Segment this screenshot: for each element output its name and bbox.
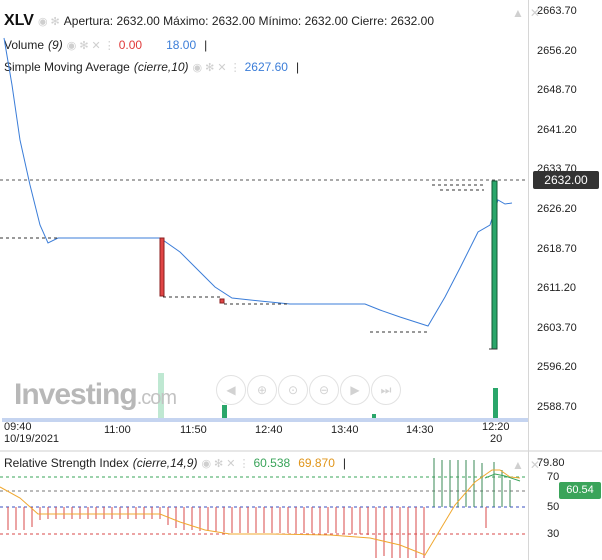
rsi-histogram-up <box>433 458 511 507</box>
eye-icon[interactable]: ◉ <box>37 15 48 28</box>
price-tick: 2618.70 <box>537 243 577 255</box>
volume-bar <box>158 373 164 418</box>
rsi-value-1: 60.538 <box>253 456 291 470</box>
arrow-right-end-icon[interactable]: ⏭ <box>371 375 401 405</box>
rsi-value-2: 69.870 <box>298 456 335 470</box>
volume-bar <box>493 388 498 418</box>
gear-icon[interactable]: ✻ <box>214 457 224 470</box>
eye-icon[interactable]: ◉ <box>66 39 77 52</box>
symbol-label: XLV <box>4 12 34 29</box>
chart-window-controls: ▲ ✕ <box>512 6 540 20</box>
price-series-line <box>3 37 513 327</box>
time-tick: 11:50 <box>180 424 207 436</box>
arrow-left-icon[interactable]: ◀ <box>216 375 246 405</box>
rsi-tick: 50 <box>547 501 560 513</box>
price-tick: 2588.70 <box>537 401 577 413</box>
price-tick: 2611.20 <box>537 282 576 294</box>
volume-value-blue: 18.00 <box>166 38 197 52</box>
rsi-current-tag: 60.54 <box>559 482 601 499</box>
rsi-tick: 30 <box>547 528 560 540</box>
rsi-controls: ◉ ✻ ✕ ⋮ <box>201 457 249 470</box>
time-tick: 09:40 <box>4 421 32 433</box>
volume-label: Volume <box>4 38 45 52</box>
volume-controls: ◉ ✻ ✕ ⋮ <box>67 39 115 52</box>
sma-value: 2627.60 <box>244 60 288 74</box>
close-icon[interactable]: ✕ <box>91 39 101 52</box>
zoom-out-icon[interactable]: ⊖ <box>309 375 339 405</box>
price-tick: 2648.70 <box>537 84 577 96</box>
date-label: 20 <box>490 433 503 445</box>
sma-legend: Simple Moving Average (cierre,10) ◉ ✻ ✕ … <box>4 60 299 74</box>
rsi-param: (cierre,14,9) <box>132 456 198 470</box>
price-tick: 2656.20 <box>537 45 577 57</box>
price-tick: 2626.20 <box>537 203 577 215</box>
rsi-legend: Relative Strength Index (cierre,14,9) ◉ … <box>4 456 346 470</box>
gear-icon[interactable]: ✻ <box>50 15 60 28</box>
close-icon[interactable]: ✕ <box>529 6 540 20</box>
rsi-label: Relative Strength Index <box>4 456 129 470</box>
price-tick: 2641.20 <box>537 124 577 136</box>
alert-icon[interactable]: ▲ <box>512 6 524 20</box>
volume-baseline <box>2 418 528 422</box>
rsi-line <box>0 469 521 556</box>
time-tick: 12:20 <box>482 421 510 433</box>
price-tick: 2663.70 <box>537 5 577 17</box>
rsi-window-controls: ▲ ✕ <box>512 458 540 472</box>
rsi-histogram-down <box>7 507 487 558</box>
candle-up <box>491 180 498 350</box>
volume-bar <box>222 405 227 418</box>
volume-param: (9) <box>48 38 63 52</box>
rsi-signal-line <box>484 473 521 482</box>
time-tick: 12:40 <box>255 424 283 436</box>
price-tick: 2596.20 <box>537 361 577 373</box>
volume-separator: | <box>204 38 208 52</box>
investing-watermark: Investing.com <box>14 378 177 412</box>
volume-value-red: 0.00 <box>118 38 143 52</box>
volume-bar <box>372 414 376 418</box>
time-tick: 14:30 <box>406 424 434 436</box>
sma-label: Simple Moving Average <box>4 60 130 74</box>
alert-icon[interactable]: ▲ <box>512 458 524 472</box>
time-tick: 11:00 <box>104 424 131 436</box>
price-tick: 2603.70 <box>537 322 577 334</box>
rsi-separator: | <box>342 456 347 470</box>
gear-icon[interactable]: ✻ <box>79 39 89 52</box>
gear-icon[interactable]: ✻ <box>205 61 215 74</box>
candle-small <box>219 298 225 304</box>
ohlc-values: Apertura: 2632.00 Máximo: 2632.00 Mínimo… <box>63 14 434 28</box>
volume-legend: Volume (9) ◉ ✻ ✕ ⋮ 0.00 18.00 | <box>4 38 207 52</box>
sma-param: (cierre,10) <box>133 60 189 74</box>
sma-controls: ◉ ✻ ✕ ⋮ <box>193 61 241 74</box>
close-icon[interactable]: ✕ <box>529 458 540 472</box>
watermark-suffix: .com <box>136 387 177 409</box>
close-icon[interactable]: ✕ <box>217 61 227 74</box>
time-tick: 13:40 <box>331 424 359 436</box>
zoom-in-icon[interactable]: ⊕ <box>247 375 277 405</box>
rsi-tick: 79.80 <box>537 457 565 469</box>
price-axis[interactable] <box>528 0 602 451</box>
rsi-axis[interactable] <box>528 451 602 560</box>
date-label: 10/19/2021 <box>4 433 60 445</box>
current-price-tag: 2632.00 <box>533 171 599 189</box>
more-icon[interactable]: ⋮ <box>103 39 115 52</box>
sma-separator: | <box>295 60 300 74</box>
close-icon[interactable]: ✕ <box>226 457 236 470</box>
rsi-tick: 70 <box>547 471 560 483</box>
eye-icon[interactable]: ◉ <box>201 457 212 470</box>
arrow-right-icon[interactable]: ▶ <box>340 375 370 405</box>
zoom-reset-icon[interactable]: ⊙ <box>278 375 308 405</box>
eye-icon[interactable]: ◉ <box>192 61 203 74</box>
symbol-controls: ◉ ✻ <box>38 15 60 28</box>
candle-down <box>159 237 165 297</box>
watermark-brand: Investing <box>14 378 138 411</box>
more-icon[interactable]: ⋮ <box>229 61 241 74</box>
more-icon[interactable]: ⋮ <box>238 457 250 470</box>
price-legend: XLV ◉ ✻ Apertura: 2632.00 Máximo: 2632.0… <box>4 12 434 30</box>
